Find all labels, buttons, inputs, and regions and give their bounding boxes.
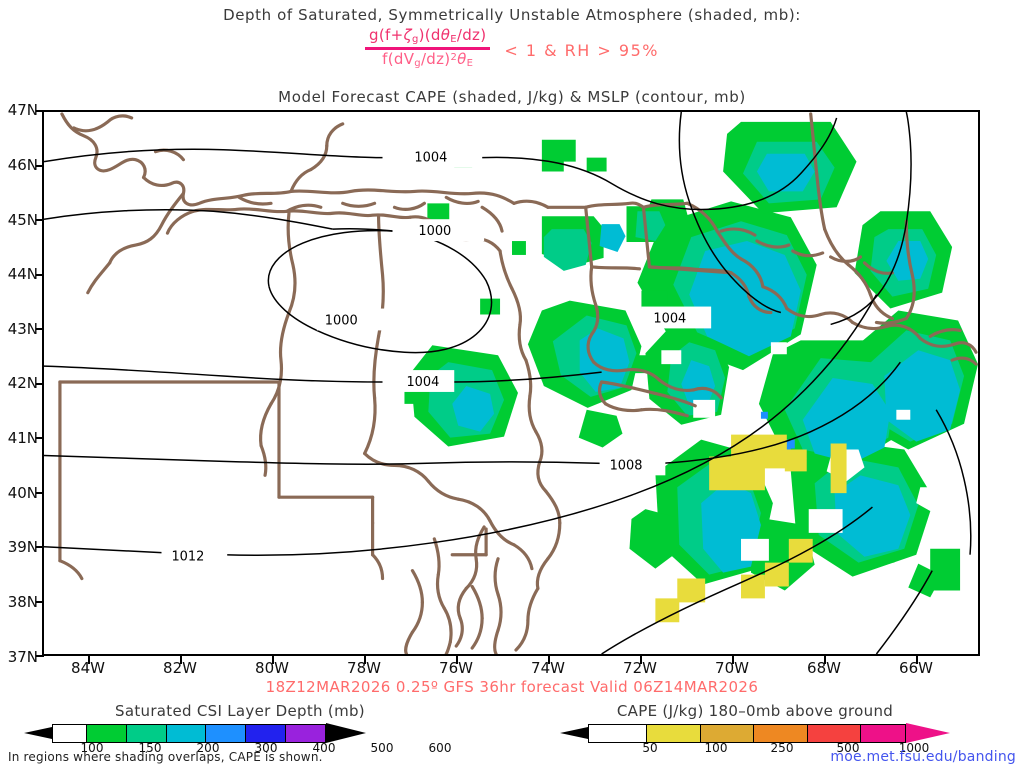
lon-label: 74W bbox=[531, 659, 565, 677]
lat-label: 38N bbox=[7, 593, 38, 611]
formula-bar bbox=[365, 46, 491, 50]
cape-tick: 1000 bbox=[898, 741, 930, 755]
cape-seg-under bbox=[589, 724, 647, 742]
map-canvas: 1004 1000 1000 1004 1004 1008 1012 bbox=[44, 112, 978, 654]
cape-seg-250 bbox=[754, 724, 808, 742]
lat-label: 44N bbox=[7, 265, 38, 283]
stability-formula: g(f+ζg)(dθE/dz) f(dVg/dz)2θE < 1 & RH > … bbox=[0, 26, 1024, 69]
overlap-note: In regions where shading overlaps, CAPE … bbox=[8, 750, 323, 764]
lon-label: 68W bbox=[807, 659, 841, 677]
csi-legend-title: Saturated CSI Layer Depth (mb) bbox=[115, 702, 365, 720]
lon-label: 82W bbox=[163, 659, 197, 677]
csi-seg-500 bbox=[286, 724, 325, 742]
svg-text:1004: 1004 bbox=[414, 151, 447, 166]
lon-label: 72W bbox=[623, 659, 657, 677]
cape-colorbar[interactable] bbox=[560, 723, 950, 743]
csi-tick: 400 bbox=[312, 741, 336, 755]
formula-denominator: f(dVg/dz)2θE bbox=[382, 49, 474, 69]
lat-label: 42N bbox=[7, 374, 38, 392]
csi-cap-right-icon bbox=[326, 723, 366, 743]
csi-tick: 200 bbox=[196, 741, 220, 755]
csi-colorbar[interactable] bbox=[24, 723, 366, 743]
csi-seg-under bbox=[53, 724, 87, 742]
svg-text:1008: 1008 bbox=[610, 458, 643, 473]
lat-label: 47N bbox=[7, 101, 38, 119]
cape-shading-layer bbox=[655, 434, 847, 623]
cape-tick: 250 bbox=[770, 741, 794, 755]
cape-legend-title: CAPE (J/kg) 180–0mb above ground bbox=[616, 702, 894, 720]
cape-seg-50 bbox=[647, 724, 701, 742]
lat-label: 43N bbox=[7, 320, 38, 338]
credit-link[interactable]: moe.met.fsu.edu/banding bbox=[830, 749, 1016, 765]
formula-numerator: g(f+ζg)(dθE/dz) bbox=[369, 26, 487, 45]
svg-text:1004: 1004 bbox=[406, 375, 439, 390]
svg-text:1000: 1000 bbox=[418, 224, 451, 239]
svg-text:1012: 1012 bbox=[171, 550, 204, 565]
page-title: Depth of Saturated, Symmetrically Unstab… bbox=[223, 6, 801, 24]
cape-seg-1000 bbox=[861, 724, 905, 742]
cape-tick: 500 bbox=[836, 741, 860, 755]
csi-seg-200 bbox=[166, 724, 207, 742]
svg-text:1004: 1004 bbox=[653, 311, 686, 326]
lon-label: 84W bbox=[71, 659, 105, 677]
csi-seg-100 bbox=[87, 724, 127, 742]
lat-label: 39N bbox=[7, 538, 38, 556]
svg-text:1000: 1000 bbox=[325, 313, 358, 328]
csi-seg-300 bbox=[206, 724, 247, 742]
contour-labels: 1004 1000 1000 1004 1004 1008 1012 bbox=[161, 145, 712, 567]
cape-cap-right-icon bbox=[906, 723, 950, 743]
lat-label: 40N bbox=[7, 484, 38, 502]
mslp-contour-layer bbox=[44, 112, 972, 654]
lat-label: 45N bbox=[7, 211, 38, 229]
cape-seg-500 bbox=[807, 724, 861, 742]
csi-seg-400 bbox=[246, 724, 287, 742]
csi-tick: 150 bbox=[138, 741, 162, 755]
lon-label: 70W bbox=[715, 659, 749, 677]
lon-label: 78W bbox=[347, 659, 381, 677]
lon-label: 66W bbox=[899, 659, 933, 677]
cape-tick: 100 bbox=[704, 741, 728, 755]
cape-seg-100 bbox=[700, 724, 754, 742]
forecast-map[interactable]: 1004 1000 1000 1004 1004 1008 1012 bbox=[42, 110, 980, 656]
lat-label: 37N bbox=[7, 648, 38, 666]
csi-shading-layer bbox=[404, 121, 978, 598]
csi-cap-left-icon bbox=[24, 727, 52, 739]
csi-tick: 500 bbox=[370, 741, 394, 755]
formula-condition: < 1 & RH > 95% bbox=[504, 41, 659, 60]
coastline-layer bbox=[58, 112, 978, 654]
csi-tick: 600 bbox=[428, 741, 452, 755]
formula-fraction: g(f+ζg)(dθE/dz) f(dVg/dz)2θE bbox=[365, 26, 491, 69]
csi-tick: 300 bbox=[254, 741, 278, 755]
cape-cap-left-icon bbox=[560, 727, 588, 739]
lon-label: 80W bbox=[255, 659, 289, 677]
lon-label: 76W bbox=[439, 659, 473, 677]
lat-label: 41N bbox=[7, 429, 38, 447]
lat-label: 46N bbox=[7, 156, 38, 174]
cape-tick: 50 bbox=[642, 741, 658, 755]
forecast-valid-line: 18Z12MAR2026 0.25º GFS 36hr forecast Val… bbox=[265, 678, 759, 696]
csi-tick: 100 bbox=[80, 741, 104, 755]
csi-seg-150 bbox=[126, 724, 167, 742]
subtitle-model-forecast: Model Forecast CAPE (shaded, J/kg) & MSL… bbox=[278, 88, 746, 106]
